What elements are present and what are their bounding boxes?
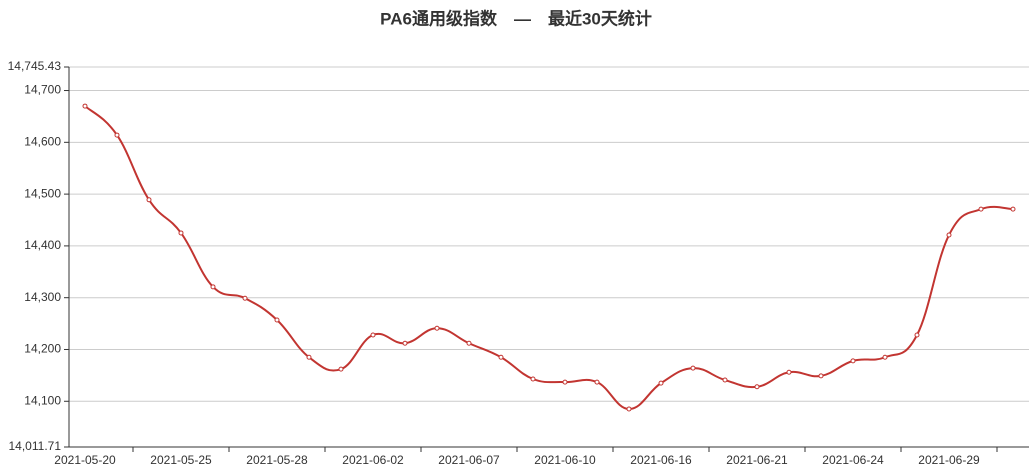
point [658,380,664,386]
y-tick-label: 14,300 [24,290,61,304]
point [242,295,248,301]
point [274,317,280,323]
point [1010,206,1016,212]
point [210,284,216,290]
x-tick-label: 2021-06-10 [534,453,596,467]
y-tick-label: 14,500 [24,186,61,200]
line [84,105,1014,411]
point [498,354,504,360]
point [594,379,600,385]
point [338,366,344,372]
point [818,373,824,379]
point [754,384,760,390]
point [690,365,696,371]
x-tick-label: 2021-06-21 [726,453,788,467]
point [402,340,408,346]
y-tick-label: 14,011.71 [9,439,62,453]
point [914,332,920,338]
y-tick-label: 14,700 [24,83,61,97]
point [530,376,536,382]
chart-title: PA6通用级指数 — 最近30天统计 [380,8,652,28]
x-tick-label: 2021-06-02 [342,453,404,467]
x-tick-label: 2021-06-16 [630,453,692,467]
y-tick-label: 14,600 [24,134,61,148]
point [114,132,120,138]
x-tick-label: 2021-06-07 [438,453,500,467]
point [146,197,152,203]
point [946,232,952,238]
y-tick-label: 14,100 [24,393,61,407]
point [786,369,792,375]
x-tick-label: 2021-06-29 [918,453,980,467]
x-tick-label: 2021-06-24 [822,453,884,467]
point [434,325,440,331]
point [850,358,856,364]
point [82,103,88,109]
point [178,230,184,236]
point [562,379,568,385]
point [722,377,728,383]
point [626,406,632,412]
y-tick-label: 14,400 [24,238,61,252]
x-tick-label: 2021-05-20 [54,453,116,467]
point [978,206,984,212]
point [882,354,888,360]
point [370,332,376,338]
y-tick-label: 14,745.43 [8,59,62,73]
point [306,354,312,360]
x-tick-label: 2021-05-25 [150,453,212,467]
x-tick-label: 2021-05-28 [246,453,308,467]
y-tick-label: 14,200 [24,342,61,356]
point [466,340,472,346]
